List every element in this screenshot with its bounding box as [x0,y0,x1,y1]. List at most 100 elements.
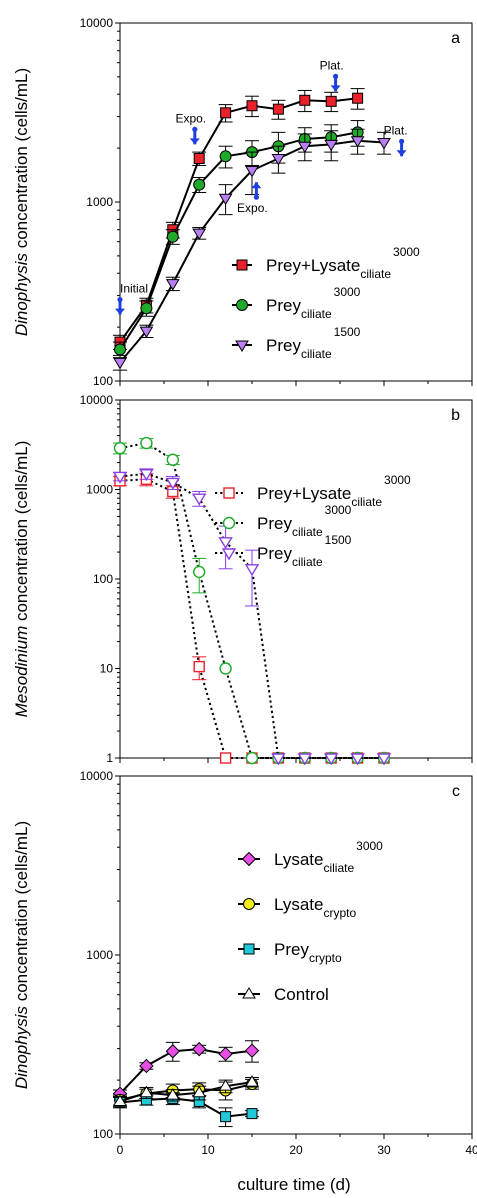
data-point [352,92,364,104]
y-axis-label: Mesodinium concentration (cells/mL) [12,441,31,718]
y-tick-label: 1000 [86,948,113,962]
data-point [299,94,311,106]
legend-entry: Lysatecrypto [238,895,356,920]
data-point [245,1075,259,1087]
legend-entry: Preyciliate1500 [232,325,361,361]
annotation-arrow [189,126,200,145]
y-tick-label: 100 [93,1127,113,1141]
legend-marker [243,943,255,955]
legend-marker [236,259,248,271]
legend-superscript: 3000 [325,503,352,517]
y-tick-label: 10000 [80,769,114,783]
plot-frame [119,22,473,382]
legend-label: Lysateciliate3000 [274,839,383,875]
y-tick-label: 1 [106,751,113,765]
data-point [113,441,127,455]
legend-name: Prey [257,544,292,563]
legend-superscript: 1500 [334,325,361,339]
panel-a: 100 1000 10000 a Dinophysis concentration (c… [12,16,473,388]
y-axis-label: Dinophysis concentration (cells/mL) [12,68,31,336]
data-point [376,753,392,766]
y-tick-label: 1000 [86,195,113,209]
legend-entry: Control [238,985,329,1004]
data-point [218,193,233,206]
y-tick-label: 10000 [80,16,114,30]
annotation-label: Expo. [237,201,268,215]
data-point [219,150,232,163]
arrow-head [251,182,262,189]
legend-label: Preyciliate1500 [266,325,361,361]
data-point [218,1046,233,1062]
arrow-tail [333,73,339,79]
legend-entry: Preyciliate1500 [215,533,352,569]
annotation-label: Plat. [384,123,408,137]
series-2 [112,468,392,766]
annotation-arrow [115,296,125,315]
legend-name: Prey [266,336,301,355]
panel-letter: b [451,407,460,424]
legend-marker [243,898,255,910]
data-point [140,302,153,315]
legend-name: Control [274,985,329,1004]
series-2 [113,128,391,371]
legend-name: Prey+Lysate [257,484,351,503]
y-axis-label-italic: Dinophysis [12,253,31,337]
data-point [324,139,339,152]
data-point [166,230,179,243]
data-point [192,565,206,579]
annotation-arrow [330,73,341,92]
legend-subscript: crypto [309,951,342,965]
legend-subscript: ciliate [301,347,332,361]
x-axis-label: culture time (d) [237,1175,350,1194]
legend-label: Preyciliate3000 [266,285,361,321]
legend-subscript: ciliate [323,861,354,875]
arrow-head [115,308,125,315]
data-point [165,279,180,291]
legend-entry: Preycrypto [238,940,342,965]
legend-marker [242,987,256,999]
data-point [165,1088,180,1100]
legend-marker [235,340,249,352]
legend-label: Lysatecrypto [274,895,356,920]
data-point [193,178,206,191]
y-axis-label: Dinophysis concentration (cells/mL) [12,821,31,1089]
legend-label: Preyciliate1500 [257,533,352,569]
arrow-tail [192,126,198,132]
series-3 [113,1075,259,1108]
annotation: Plat. [320,58,344,92]
annotation: Expo. [175,111,206,145]
legend-entry: Preyciliate3000 [232,285,361,321]
legend-name: Lysate [274,895,323,914]
annotation-arrow [251,182,262,200]
annotation: Plat. [384,123,408,157]
data-point [113,1094,127,1106]
data-point [139,469,154,482]
series-line [119,131,358,351]
y-tick-label: 100 [93,374,113,388]
data-point [112,471,128,484]
legend-marker [241,851,257,867]
data-point [272,103,284,115]
x-tick-label: 40 [465,1143,477,1157]
data-point [139,1085,154,1098]
data-point [244,1043,260,1058]
data-point [220,107,232,119]
y-axis-label-rest: concentration (cells/mL) [12,441,31,626]
data-point [245,751,259,765]
series-line [119,472,384,759]
series-line [119,442,384,759]
panel-letter: c [452,783,460,800]
y-tick-label: 10 [100,662,114,676]
legend-label: Preycrypto [274,940,342,965]
legend-label: Preyciliate3000 [257,503,352,539]
series-line [119,97,358,343]
data-point [245,165,259,178]
data-point [140,436,153,450]
data-point [244,564,260,577]
legend-subscript: ciliate [360,267,391,281]
y-axis-label-rest: concentration (cells/mL) [12,68,31,253]
legend-entry: Prey+Lysateciliate3000 [215,473,411,509]
data-point [218,537,233,550]
